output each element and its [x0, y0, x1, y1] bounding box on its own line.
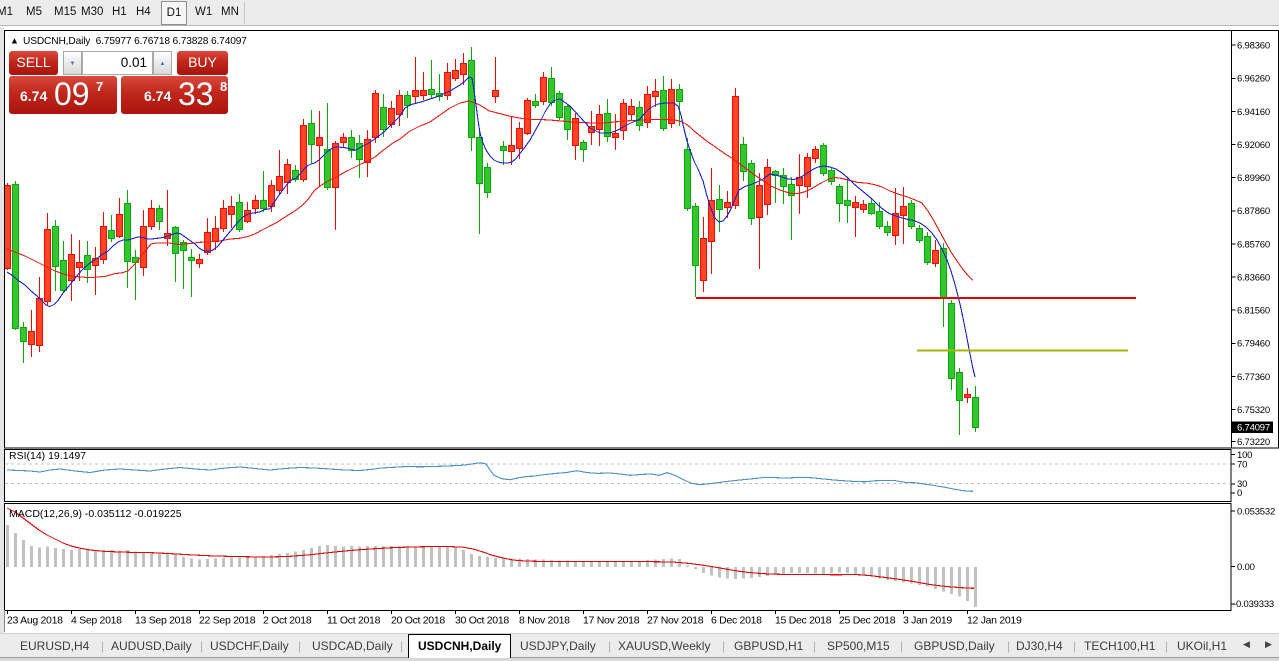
svg-text:6.87860: 6.87860 — [1237, 206, 1270, 217]
svg-text:6 Dec 2018: 6 Dec 2018 — [711, 615, 762, 627]
svg-text:6.94160: 6.94160 — [1237, 107, 1270, 118]
svg-text:RSI(14) 19.1497: RSI(14) 19.1497 — [9, 450, 86, 462]
svg-text:8 Nov 2018: 8 Nov 2018 — [519, 615, 570, 627]
svg-text:6.73220: 6.73220 — [1237, 437, 1270, 448]
svg-text:3 Jan 2019: 3 Jan 2019 — [903, 615, 952, 627]
svg-text:6.77360: 6.77360 — [1237, 372, 1270, 383]
svg-text:15 Dec 2018: 15 Dec 2018 — [775, 615, 832, 627]
svg-text:100: 100 — [1237, 450, 1252, 461]
svg-text:6.89960: 6.89960 — [1237, 173, 1270, 184]
svg-text:27 Nov 2018: 27 Nov 2018 — [647, 615, 704, 627]
svg-text:0: 0 — [1237, 488, 1242, 499]
svg-text:6.75320: 6.75320 — [1237, 405, 1270, 416]
svg-text:13 Sep 2018: 13 Sep 2018 — [135, 615, 192, 627]
svg-text:70: 70 — [1237, 459, 1247, 470]
svg-text:25 Dec 2018: 25 Dec 2018 — [839, 615, 896, 627]
svg-text:20 Oct 2018: 20 Oct 2018 — [391, 615, 445, 627]
svg-text:▲: ▲ — [10, 36, 19, 46]
svg-text:2 Oct 2018: 2 Oct 2018 — [263, 615, 312, 627]
svg-text:6.96260: 6.96260 — [1237, 74, 1270, 85]
svg-text:-0.039333: -0.039333 — [1233, 599, 1274, 610]
svg-text:17 Nov 2018: 17 Nov 2018 — [583, 615, 640, 627]
svg-text:4 Sep 2018: 4 Sep 2018 — [71, 615, 122, 627]
svg-text:6.98360: 6.98360 — [1237, 41, 1270, 52]
svg-text:23 Aug 2018: 23 Aug 2018 — [7, 615, 63, 627]
svg-text:12 Jan 2019: 12 Jan 2019 — [967, 615, 1022, 627]
svg-text:30 Oct 2018: 30 Oct 2018 — [455, 615, 509, 627]
svg-text:0.00: 0.00 — [1237, 562, 1255, 573]
svg-text:30: 30 — [1237, 479, 1247, 490]
svg-text:6.92060: 6.92060 — [1237, 140, 1270, 151]
svg-text:6.79460: 6.79460 — [1237, 339, 1270, 350]
svg-text:6.81560: 6.81560 — [1237, 306, 1270, 317]
svg-text:0.053532: 0.053532 — [1237, 507, 1275, 518]
svg-text:6.74097: 6.74097 — [1237, 423, 1270, 434]
svg-text:6.83660: 6.83660 — [1237, 272, 1270, 283]
svg-text:MACD(12,26,9) -0.035112 -0.019: MACD(12,26,9) -0.035112 -0.019225 — [9, 508, 182, 520]
svg-text:USDCNH,Daily 6.75977 6.76718: USDCNH,Daily 6.75977 6.76718 6.73828 6.7… — [23, 36, 247, 47]
svg-text:22 Sep 2018: 22 Sep 2018 — [199, 615, 256, 627]
svg-text:6.85760: 6.85760 — [1237, 239, 1270, 250]
svg-text:11 Oct 2018: 11 Oct 2018 — [327, 615, 381, 627]
